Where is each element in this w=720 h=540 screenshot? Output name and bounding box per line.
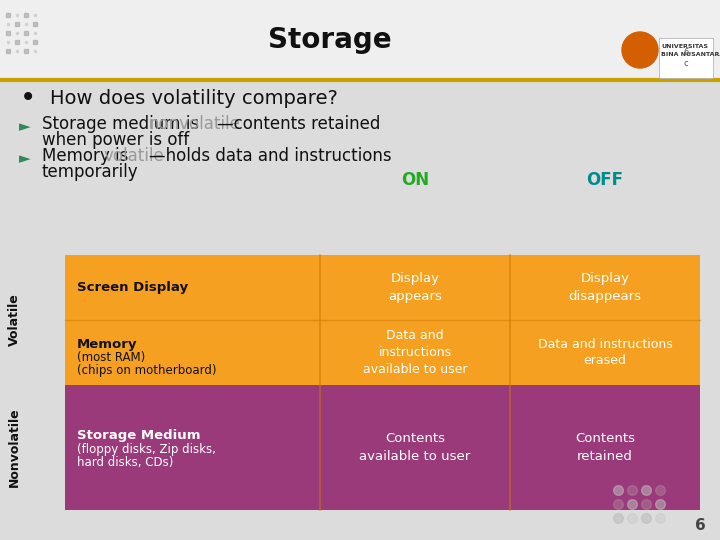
Text: Storage: Storage <box>268 26 392 54</box>
Text: UNIVERSITAS: UNIVERSITAS <box>661 44 708 49</box>
FancyBboxPatch shape <box>659 38 713 78</box>
FancyBboxPatch shape <box>65 255 700 385</box>
Text: OFF: OFF <box>587 171 624 189</box>
Text: (chips on motherboard): (chips on motherboard) <box>77 364 217 377</box>
Text: Storage medium is: Storage medium is <box>42 115 204 133</box>
FancyBboxPatch shape <box>0 0 720 80</box>
Text: BINA NUSANTARA: BINA NUSANTARA <box>661 52 720 57</box>
Text: How does volatility compare?: How does volatility compare? <box>50 89 338 107</box>
Text: (floppy disks, Zip disks,: (floppy disks, Zip disks, <box>77 443 216 456</box>
Text: —contents retained: —contents retained <box>217 115 380 133</box>
Text: Storage Medium: Storage Medium <box>77 429 200 442</box>
Text: when power is off: when power is off <box>42 131 189 149</box>
Text: Memory: Memory <box>77 338 138 351</box>
Text: temporarily: temporarily <box>42 163 139 181</box>
Text: Nonvolatile: Nonvolatile <box>7 408 20 487</box>
Text: ►: ► <box>19 119 31 134</box>
Text: Display
appears: Display appears <box>388 272 442 303</box>
Circle shape <box>622 32 658 68</box>
Text: •: • <box>20 84 36 112</box>
Text: Data and
instructions
available to user: Data and instructions available to user <box>363 329 467 376</box>
Text: ►: ► <box>19 152 31 166</box>
Text: Volatile: Volatile <box>7 294 20 346</box>
Text: Contents
available to user: Contents available to user <box>359 432 471 463</box>
Text: Contents
retained: Contents retained <box>575 432 635 463</box>
Text: nonvolatile: nonvolatile <box>149 115 241 133</box>
Text: —holds data and instructions: —holds data and instructions <box>149 147 392 165</box>
Text: hard disks, CDs): hard disks, CDs) <box>77 456 174 469</box>
Text: Display
disappears: Display disappears <box>569 272 642 303</box>
FancyBboxPatch shape <box>65 385 700 510</box>
Text: 6: 6 <box>695 517 706 532</box>
Text: Data and instructions
erased: Data and instructions erased <box>538 338 672 368</box>
Text: (most RAM): (most RAM) <box>77 351 145 364</box>
Text: ON: ON <box>401 171 429 189</box>
Text: Memory is: Memory is <box>42 147 134 165</box>
Text: 6
c: 6 c <box>683 48 689 68</box>
Text: Screen Display: Screen Display <box>77 281 188 294</box>
Text: volatile: volatile <box>104 147 165 165</box>
